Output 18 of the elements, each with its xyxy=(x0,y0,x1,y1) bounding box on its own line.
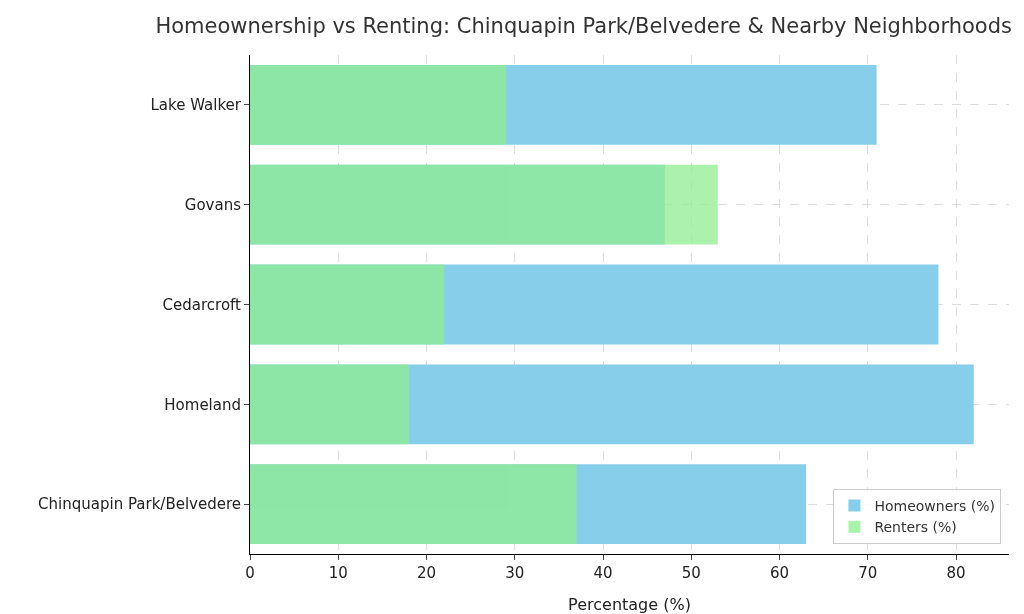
x-tick-label: 40 xyxy=(593,564,613,582)
x-tick-label: 30 xyxy=(505,564,525,582)
y-tick-label: Chinquapin Park/Belvedere xyxy=(38,495,241,514)
x-tick-label: 50 xyxy=(681,564,701,582)
chart-title: Homeownership vs Renting: Chinquapin Park/Belvedere & Nearby Neighborhoods xyxy=(155,14,1012,39)
y-tick-label: Lake Walker xyxy=(150,96,242,115)
x-tick-label: 10 xyxy=(328,564,348,582)
x-tick-label: 0 xyxy=(245,564,255,582)
y-tick-label: Homeland xyxy=(164,395,241,414)
legend-label: Renters (%) xyxy=(874,519,957,536)
x-axis-title: Percentage (%) xyxy=(568,595,691,614)
x-tick-label: 80 xyxy=(946,564,966,582)
y-tick-label: Govans xyxy=(184,195,242,214)
legend-label: Homeowners (%) xyxy=(874,498,995,515)
x-tick-label: 20 xyxy=(416,564,437,582)
y-tick-label: Cedarcroft xyxy=(162,295,242,314)
x-tick-label: 60 xyxy=(769,564,790,582)
x-tick-label: 70 xyxy=(858,564,878,582)
